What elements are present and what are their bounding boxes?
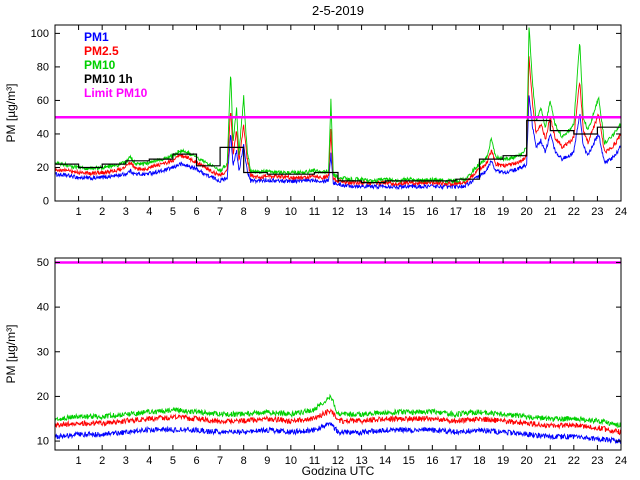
x-tick-label: 13	[355, 455, 367, 467]
x-tick-label: 23	[591, 455, 603, 467]
legend-item-pm1: PM1	[84, 30, 109, 44]
y-tick-label: 100	[31, 28, 49, 40]
x-tick-label: 20	[521, 455, 533, 467]
legend-item-pm10-1h: PM10 1h	[84, 72, 133, 86]
x-tick-label: 21	[544, 455, 556, 467]
legend-item-pm2-5: PM2.5	[84, 44, 119, 58]
series-group-1	[55, 261, 621, 445]
x-tick-label: 3	[123, 206, 129, 218]
x-tick-label: 22	[568, 206, 580, 218]
chart-title: 2-5-2019	[311, 3, 365, 18]
x-tick-label: 1	[76, 206, 82, 218]
x-tick-label: 12	[332, 206, 344, 218]
y-tick-label: 0	[43, 196, 49, 208]
series-pm1	[55, 95, 621, 191]
x-tick-label: 9	[264, 455, 270, 467]
x-tick-label: 23	[591, 206, 603, 218]
x-tick-label: 2	[99, 206, 105, 218]
x-tick-label: 10	[285, 206, 297, 218]
x-tick-label: 18	[473, 206, 485, 218]
x-tick-label: 16	[426, 206, 438, 218]
legend: PM1 PM2.5 PM10 PM10 1h Limit PM10	[84, 30, 147, 100]
y-tick-label: 50	[37, 257, 49, 269]
x-tick-label: 1	[76, 455, 82, 467]
y-tick-label: 40	[37, 128, 49, 140]
x-tick-label: 11	[309, 206, 320, 218]
x-tick-label: 14	[379, 455, 391, 467]
series-pm1	[55, 421, 621, 445]
y-tick-label: 60	[37, 95, 49, 107]
y-tick-label: 20	[37, 391, 49, 403]
x-tick-label: 5	[170, 206, 176, 218]
x-tick-label: 22	[568, 455, 580, 467]
x-tick-label: 16	[426, 455, 438, 467]
x-tick-label: 19	[497, 455, 509, 467]
x-tick-label: 7	[217, 455, 223, 467]
x-tick-label: 4	[146, 455, 152, 467]
x-tick-label: 10	[285, 455, 297, 467]
x-axis-label: Godzina UTC	[301, 464, 375, 478]
x-tick-label: 15	[403, 455, 415, 467]
x-tick-label: 19	[497, 206, 509, 218]
y-tick-label: 10	[37, 436, 49, 448]
y-tick-label: 40	[37, 302, 49, 314]
x-tick-label: 3	[123, 455, 129, 467]
x-tick-label: 15	[403, 206, 415, 218]
x-tick-label: 4	[146, 206, 152, 218]
x-tick-label: 20	[521, 206, 533, 218]
x-tick-label: 13	[355, 206, 367, 218]
x-tick-label: 17	[450, 206, 462, 218]
y-tick-label: 30	[37, 346, 49, 358]
x-tick-label: 8	[241, 455, 247, 467]
series-pm2-5	[55, 408, 621, 436]
y-axis-label-1: PM [µg/m³]	[4, 325, 18, 384]
x-tick-label: 5	[170, 455, 176, 467]
series-pm10-1h	[55, 119, 621, 184]
x-tick-label: 9	[264, 206, 270, 218]
legend-item-limit-pm10: Limit PM10	[84, 86, 148, 100]
x-tick-label: 7	[217, 206, 223, 218]
x-tick-label: 11	[309, 455, 320, 467]
x-tick-label: 6	[193, 455, 199, 467]
x-tick-label: 6	[193, 206, 199, 218]
y-tick-label: 80	[37, 61, 49, 73]
x-tick-label: 8	[241, 206, 247, 218]
x-tick-label: 21	[544, 206, 556, 218]
x-tick-label: 17	[450, 455, 462, 467]
x-tick-label: 14	[379, 206, 391, 218]
x-tick-label: 24	[615, 455, 627, 467]
series-group-0	[55, 27, 621, 191]
series-pm10	[55, 393, 621, 429]
y-tick-label: 20	[37, 162, 49, 174]
x-tick-label: 18	[473, 455, 485, 467]
x-tick-label: 24	[615, 206, 627, 218]
legend-item-pm10: PM10	[84, 58, 116, 72]
x-tick-label: 2	[99, 455, 105, 467]
x-tick-label: 12	[332, 455, 344, 467]
y-axis-label-0: PM [µg/m³]	[4, 84, 18, 143]
